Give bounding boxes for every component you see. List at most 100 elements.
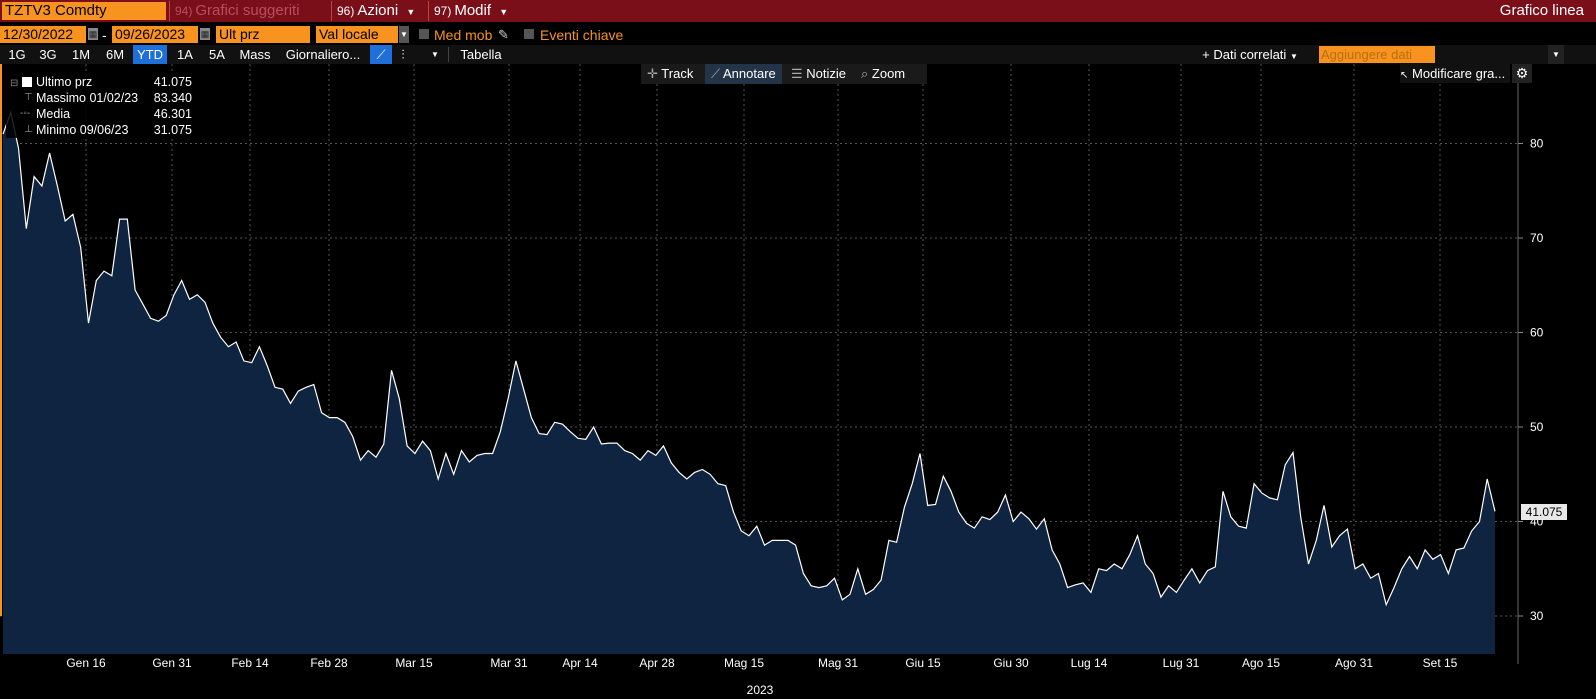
calendar-icon[interactable]: ▦ (200, 28, 210, 40)
x-axis-tick-label: Set 15 (1423, 656, 1458, 670)
x-axis-tick-label: Mar 15 (395, 656, 433, 670)
key-events-checkbox[interactable] (524, 29, 534, 39)
y-axis-tick-label: 70 (1530, 231, 1544, 245)
chevron-down-icon: ▼ (499, 7, 509, 17)
edit-label: Modif (454, 2, 492, 19)
price-line (2, 110, 1496, 607)
key-events-label: Eventi chiave (540, 27, 624, 43)
legend-min-value: 31.075 (153, 123, 192, 137)
line-chart-icon[interactable]: ⟋ (370, 45, 392, 64)
period-6m[interactable]: 6M (105, 47, 125, 62)
x-axis-tick-label: Mag 15 (724, 656, 764, 670)
period-1a[interactable]: 1A (177, 47, 193, 62)
annotate-tool[interactable]: ⟋ Annotare (705, 64, 782, 84)
last-price-tag: 41.075 (1521, 504, 1567, 520)
period-ytd[interactable]: YTD (133, 45, 167, 64)
modify-graph-label: Modificare gra... (1412, 66, 1506, 81)
track-tool[interactable]: ✛ Track (647, 64, 693, 84)
news-icon: ☰ (791, 66, 803, 81)
modify-graph-button[interactable]: ↖ Modificare gra... (1400, 64, 1510, 83)
x-axis-tick-label: Giu 30 (993, 656, 1029, 670)
currency-select[interactable]: Val locale (316, 26, 398, 43)
max-marker-icon: ⊤ (24, 92, 33, 103)
search-icon: ⌕ (861, 66, 869, 81)
zoom-tool[interactable]: ⌕ Zoom (861, 64, 905, 84)
x-axis: Gen 16 Gen 31 Feb 14 Feb 28 Mar 15 Mar 31 Apr … (66, 656, 1457, 670)
legend-swatch (22, 77, 32, 87)
related-data-button[interactable]: + Dati correlati ▼ (1190, 45, 1310, 64)
gear-icon[interactable]: ⚙ (1512, 64, 1532, 83)
y-axis-tick-label: 80 (1530, 137, 1544, 151)
legend-last-label: Ultimo prz (36, 75, 93, 89)
news-tool[interactable]: ☰ Notizie (791, 64, 846, 84)
chevron-down-icon[interactable]: ▼ (1548, 45, 1564, 64)
y-axis-tick-label: 50 (1530, 420, 1544, 434)
x-axis-tick-label: Giu 15 (905, 656, 941, 670)
arrow-icon: ↖ (1400, 70, 1409, 81)
chevron-down-icon[interactable]: ▼ (431, 50, 439, 59)
legend-last-value: 41.075 (153, 75, 192, 89)
x-axis-tick-label: Ago 15 (1242, 656, 1280, 670)
zoom-label: Zoom (871, 66, 906, 81)
chevron-down-icon: ▼ (1289, 52, 1298, 61)
add-data-input[interactable]: Aggiungere dati (1319, 46, 1435, 63)
x-axis-tick-label: Apr 28 (639, 656, 675, 670)
suggested-charts-number: 94) (175, 4, 193, 18)
date-controls: 12/30/2022 ▦ - 09/26/2023 ▦ Ult prz Val … (0, 26, 1596, 44)
suggested-charts-label: Grafici suggeriti (195, 2, 300, 19)
page-title: Grafico linea (1499, 2, 1584, 19)
legend-avg-label: Media (36, 107, 71, 121)
period-3g[interactable]: 3G (39, 47, 57, 62)
price-area (3, 112, 1495, 655)
x-axis-tick-label: Lug 31 (1163, 656, 1200, 670)
actions-button[interactable]: 96) Azioni ▼ (331, 1, 420, 21)
chart-tools: ✛ Track ⟋ Annotare ☰ Notizie ⌕ Zoom (641, 64, 927, 84)
x-axis-tick-label: Apr 14 (562, 656, 598, 670)
bar-chart-icon[interactable]: ⫶ (401, 47, 405, 62)
period-toolbar: 1G 3G 1M 6M YTD 1A 5A Mass Giornaliero..… (0, 45, 1596, 64)
period-1g[interactable]: 1G (8, 47, 26, 62)
crosshair-icon: ✛ (647, 66, 658, 81)
ticker-field[interactable]: TZTV3 Comdty (2, 2, 166, 20)
x-axis-tick-label: Lug 14 (1071, 656, 1108, 670)
news-label: Notizie (806, 66, 847, 81)
period-1m[interactable]: 1M (71, 47, 91, 62)
related-data-label: + Dati correlati (1202, 47, 1287, 62)
legend-max-label: Massimo 01/02/23 (36, 91, 139, 105)
moving-average-checkbox[interactable] (419, 29, 429, 39)
period-5a[interactable]: 5A (209, 47, 225, 62)
moving-average-label: Med mob (434, 27, 493, 43)
start-date-field[interactable]: 12/30/2022 (0, 26, 86, 43)
x-axis-year-label: 2023 (747, 683, 774, 697)
frequency-select[interactable]: Giornaliero... (285, 47, 361, 62)
field-select[interactable]: Ult prz (216, 26, 310, 43)
pencil-icon: ⟋ (711, 66, 721, 81)
annotate-label: Annotare (723, 66, 776, 81)
average-marker-icon: -◦- (20, 108, 31, 119)
legend-min-label: Minimo 09/06/23 (36, 123, 129, 137)
period-max[interactable]: Mass (239, 47, 271, 62)
x-axis-tick-label: Gen 31 (152, 656, 192, 670)
legend-collapse-icon[interactable]: ⊟ (10, 78, 19, 89)
table-button[interactable]: Tabella (460, 47, 502, 62)
x-axis-tick-label: Gen 16 (66, 656, 106, 670)
legend-max-value: 83.340 (153, 91, 192, 105)
end-date-field[interactable]: 09/26/2023 (112, 26, 198, 43)
edit-button[interactable]: 97) Modif ▼ (428, 1, 513, 21)
x-axis-tick-label: Mar 31 (490, 656, 528, 670)
pencil-icon[interactable]: ✎ (498, 27, 509, 42)
legend-avg-value: 46.301 (153, 107, 192, 121)
edit-number: 97) (434, 4, 452, 18)
chevron-down-icon[interactable]: ▼ (399, 26, 409, 43)
x-axis-tick-label: Feb 14 (231, 656, 269, 670)
date-separator: - (102, 27, 107, 43)
calendar-icon[interactable]: ▦ (88, 28, 98, 40)
x-axis-tick-label: Ago 31 (1335, 656, 1373, 670)
divider (448, 47, 449, 62)
top-toolbar: TZTV3 Comdty 94) Grafici suggeriti 96) Azi… (0, 0, 1596, 22)
y-axis-tick-label: 60 (1530, 326, 1544, 340)
actions-number: 96) (337, 4, 355, 18)
suggested-charts-button[interactable]: 94) Grafici suggeriti (169, 1, 305, 21)
